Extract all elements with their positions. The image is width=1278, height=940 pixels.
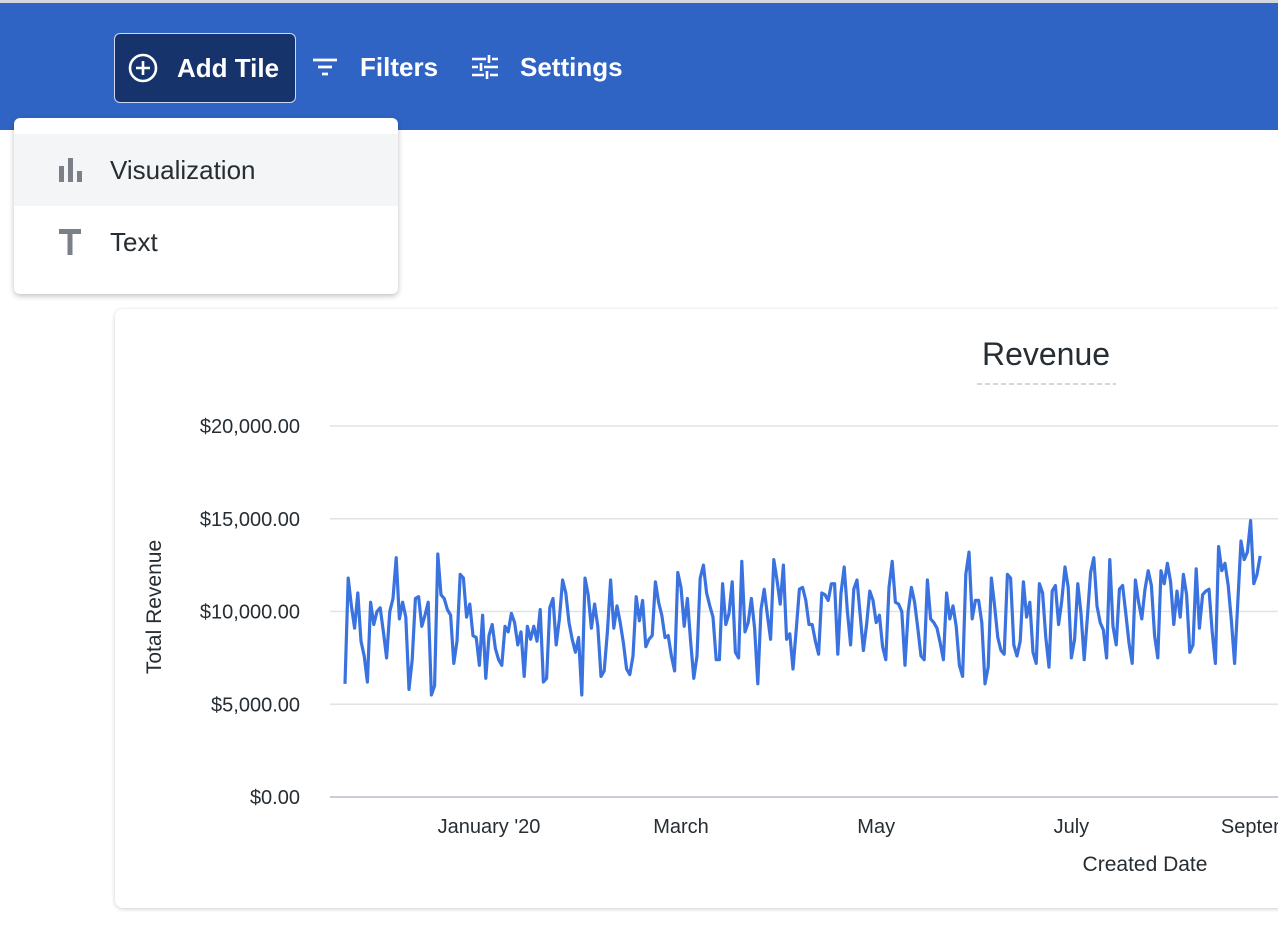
x-tick-label: January '20 [438, 816, 541, 838]
filter-icon [313, 58, 337, 76]
menu-item-text[interactable]: Text [14, 206, 398, 278]
y-tick-label: $0.00 [250, 787, 300, 809]
x-axis-label: Created Date [1083, 853, 1208, 876]
y-tick-label: $5,000.00 [211, 694, 300, 716]
y-axis-label: Total Revenue [143, 540, 166, 674]
revenue-series-line[interactable] [343, 519, 1262, 697]
x-tick-label: May [857, 816, 895, 838]
filters-button[interactable]: Filters [310, 31, 438, 103]
y-tick-label: $15,000.00 [200, 509, 300, 531]
revenue-tile [115, 309, 1278, 908]
x-tick-label: July [1054, 816, 1090, 838]
chart-title[interactable]: Revenue [982, 336, 1110, 372]
settings-label: Settings [520, 51, 623, 82]
bar-chart-icon [50, 158, 90, 182]
settings-button[interactable]: Settings [470, 31, 623, 103]
add-tile-menu: Visualization Text [14, 118, 398, 294]
x-tick-label: March [653, 816, 709, 838]
y-tick-label: $20,000.00 [200, 416, 300, 438]
dashboard-toolbar: Add Tile Filters Settings [0, 3, 1278, 130]
plus-circle-icon [128, 53, 158, 83]
add-tile-label: Add Tile [177, 52, 280, 83]
menu-item-label: Visualization [110, 154, 256, 185]
add-tile-button[interactable]: Add Tile [114, 33, 296, 103]
window-top-border [0, 0, 1278, 3]
y-tick-label: $10,000.00 [200, 602, 300, 624]
filters-label: Filters [360, 51, 439, 82]
text-icon [50, 229, 90, 255]
sliders-icon [472, 55, 498, 79]
menu-item-label: Text [110, 226, 158, 257]
menu-item-visualization[interactable]: Visualization [14, 134, 398, 206]
x-tick-label: September [1221, 816, 1278, 838]
